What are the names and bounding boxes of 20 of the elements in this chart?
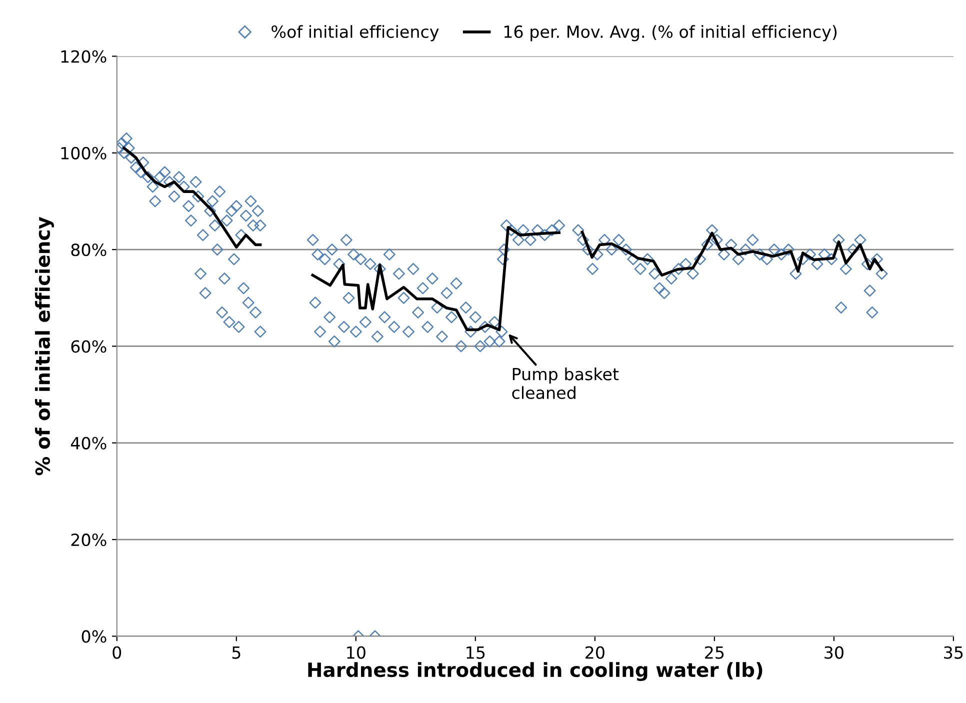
x-tick-label: 30 [824, 646, 844, 659]
x-tick-label: 15 [466, 646, 485, 659]
legend-label: %of initial efficiency [272, 25, 439, 42]
annotation: Pump basket cleaned [512, 367, 619, 400]
y-tick-label: 60% [71, 340, 106, 353]
y-tick-label: 0% [82, 630, 106, 643]
x-tick-label: 0 [112, 646, 122, 659]
x-tick-label: 25 [705, 646, 724, 659]
y-tick-label: 120% [61, 50, 106, 63]
x-tick-label: 5 [232, 646, 240, 659]
y-tick-label: 20% [71, 534, 106, 546]
y-tick-label: 80% [71, 244, 106, 256]
y-tick-label: 40% [70, 436, 106, 450]
x-tick-label: 35 [944, 646, 963, 659]
y-axis-title: % of of initial efficiency [34, 216, 54, 476]
y-tick-label: 100% [61, 146, 106, 160]
x-tick-label: 10 [347, 646, 366, 659]
legend-label: 16 per. Mov. Avg. (% of initial efficiency) [504, 25, 837, 42]
x-axis-title: Hardness introduced in cooling water (lb) [308, 662, 762, 682]
x-tick-label: 20 [586, 646, 604, 659]
